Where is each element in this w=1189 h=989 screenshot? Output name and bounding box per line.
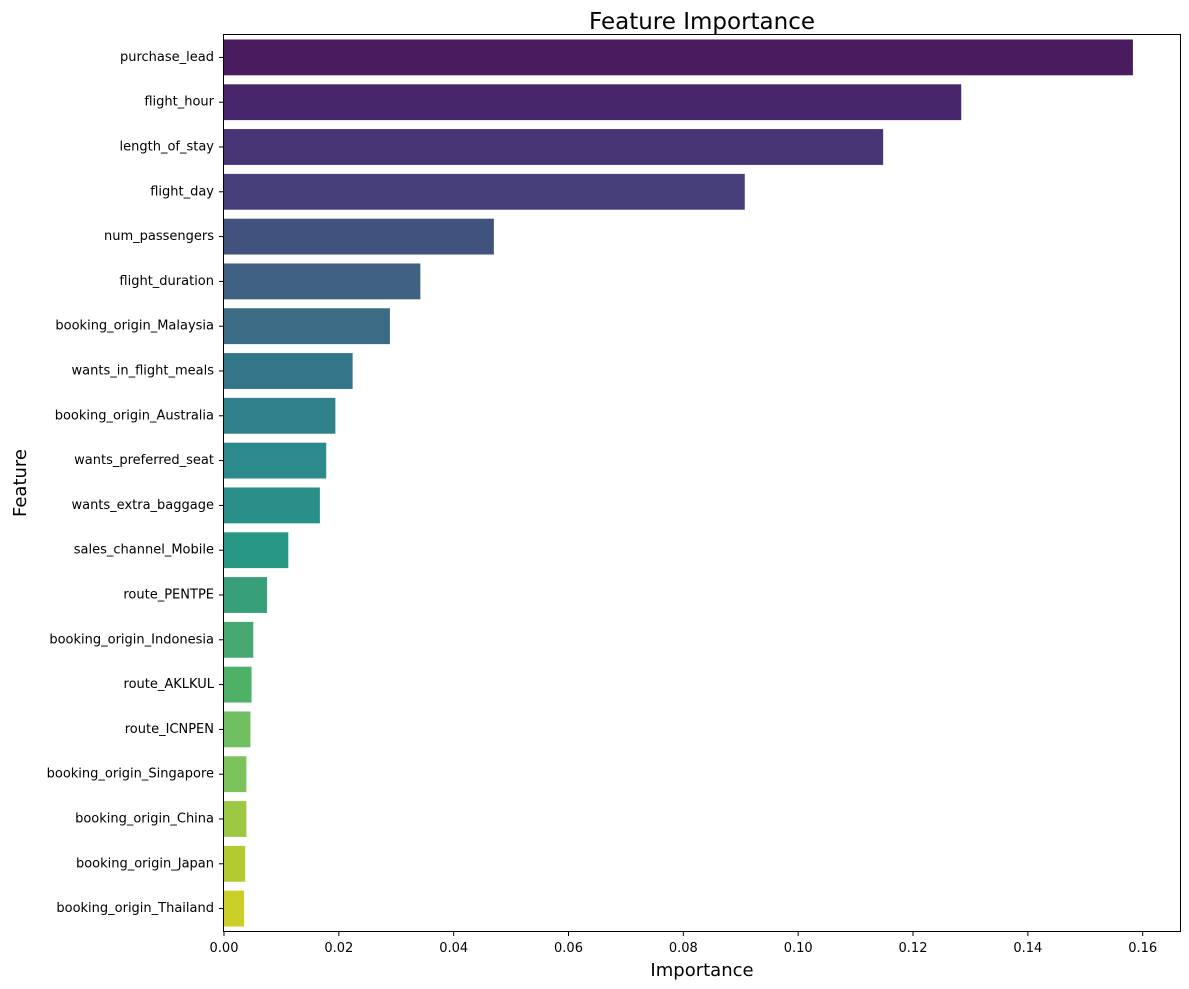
x-tick-label: 0.06 <box>554 941 583 956</box>
y-tick-label: flight_hour <box>144 95 214 110</box>
x-tick-label: 0.00 <box>210 941 239 956</box>
bar-route_PENTPE <box>224 577 268 613</box>
bar-length_of_stay <box>224 129 884 165</box>
y-tick-label: wants_in_flight_meals <box>72 364 215 379</box>
x-tick-label: 0.16 <box>1128 941 1157 956</box>
y-tick-label: wants_preferred_seat <box>74 453 214 468</box>
y-tick-label: booking_origin_Japan <box>76 856 214 871</box>
bar-booking_origin_Japan <box>224 845 246 882</box>
bar-route_ICNPEN <box>224 711 251 748</box>
y-tick-label: wants_extra_baggage <box>71 498 214 513</box>
plot-frame <box>223 34 1181 932</box>
bar-wants_preferred_seat <box>224 442 327 479</box>
x-tick-label: 0.10 <box>784 941 813 956</box>
bar-sales_channel_Mobile <box>224 532 289 569</box>
x-tick-label: 0.04 <box>439 941 468 956</box>
y-tick-label: sales_channel_Mobile <box>74 543 214 558</box>
y-axis-label: Feature <box>10 449 31 517</box>
y-tick-label: route_ICNPEN <box>125 722 214 737</box>
y-tick-label: route_PENTPE <box>123 588 214 603</box>
y-tick-label: num_passengers <box>104 229 214 244</box>
y-tick-label: flight_day <box>150 184 214 199</box>
y-tick-label: booking_origin_China <box>75 812 214 827</box>
x-tick-label: 0.02 <box>324 941 353 956</box>
x-ticks: 0.00 0.02 0.04 0.06 0.08 0.10 0.12 0.14 0.16 <box>210 931 1157 956</box>
bar-flight_day <box>224 173 745 210</box>
bar-wants_in_flight_meals <box>224 353 353 389</box>
bar-wants_extra_baggage <box>224 487 320 524</box>
bar-flight_hour <box>224 84 962 121</box>
bar-booking_origin_Malaysia <box>224 308 390 345</box>
bar-booking_origin_Australia <box>224 397 336 434</box>
y-tick-label: length_of_stay <box>120 140 215 155</box>
bar-booking_origin_China <box>224 801 247 837</box>
y-tick-label: route_AKLKUL <box>124 677 215 692</box>
y-tick-label: booking_origin_Indonesia <box>49 632 214 647</box>
bar-flight_duration <box>224 263 421 300</box>
x-tick-label: 0.14 <box>1013 941 1042 956</box>
bar-purchase_lead <box>224 39 1133 76</box>
bar-num_passengers <box>224 218 494 255</box>
y-tick-labels: purchase_lead flight_hour length_of_stayfl… <box>47 50 224 916</box>
bar-booking_origin_Singapore <box>224 756 247 793</box>
x-axis-label: Importance <box>650 960 753 981</box>
chart-title: Feature Importance <box>589 9 815 35</box>
bar-booking_origin_Indonesia <box>224 621 254 658</box>
y-tick-label: flight_duration <box>119 274 214 289</box>
bar-route_AKLKUL <box>224 666 252 703</box>
x-tick-label: 0.12 <box>899 941 928 956</box>
bars-group <box>224 39 1133 927</box>
bar-booking_origin_Thailand <box>224 890 245 927</box>
y-tick-label: booking_origin_Malaysia <box>55 319 214 334</box>
x-tick-label: 0.08 <box>669 941 698 956</box>
y-tick-label: booking_origin_Singapore <box>47 767 214 782</box>
y-tick-label: booking_origin_Thailand <box>56 901 214 916</box>
y-tick-label: booking_origin_Australia <box>55 408 214 423</box>
y-tick-label: purchase_lead <box>120 50 214 65</box>
